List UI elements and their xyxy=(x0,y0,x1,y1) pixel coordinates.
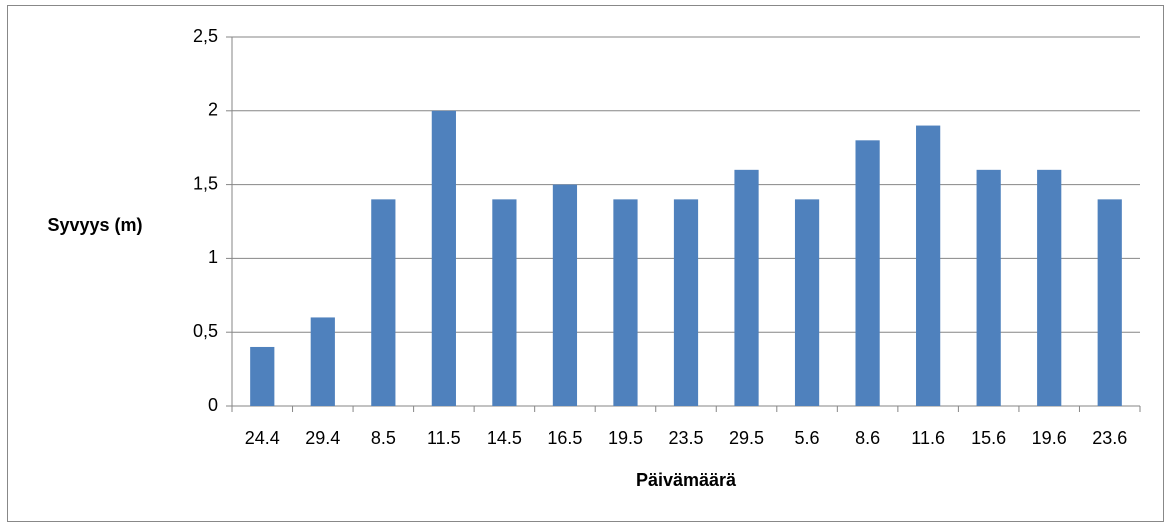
chart-border xyxy=(7,5,1164,522)
x-tick-label: 16.5 xyxy=(547,428,582,448)
y-axis-title: Syvyys (m) xyxy=(47,215,142,235)
x-tick-label: 14.5 xyxy=(487,428,522,448)
bar xyxy=(1037,169,1062,406)
y-tick-label: 0,5 xyxy=(193,321,218,341)
x-tick-label: 8.6 xyxy=(855,428,880,448)
bar xyxy=(310,317,335,406)
y-tick-label: 2,5 xyxy=(193,26,218,46)
bar xyxy=(855,140,880,406)
bar xyxy=(1097,199,1122,406)
x-tick-label: 23.6 xyxy=(1092,428,1127,448)
y-tick-label: 1 xyxy=(208,247,218,267)
bar xyxy=(916,125,941,406)
bar xyxy=(371,199,396,406)
bar xyxy=(734,169,759,406)
x-tick-label: 29.4 xyxy=(305,428,340,448)
x-tick-label: 23.5 xyxy=(668,428,703,448)
x-tick-label: 11.6 xyxy=(911,428,945,448)
bar xyxy=(976,169,1001,406)
x-tick-label: 15.6 xyxy=(971,428,1006,448)
bar xyxy=(552,184,578,406)
bar xyxy=(250,346,275,406)
bar xyxy=(613,199,638,406)
y-tick-label: 1,5 xyxy=(193,173,218,193)
x-tick-label: 29.5 xyxy=(729,428,764,448)
bar xyxy=(673,199,699,406)
x-tick-label: 8.5 xyxy=(371,428,396,448)
x-tick-label: 11.5 xyxy=(427,428,461,448)
x-axis-title: Päivämäärä xyxy=(636,470,737,490)
y-tick-label: 0 xyxy=(208,395,218,415)
bar xyxy=(794,199,820,406)
x-tick-label: 19.5 xyxy=(608,428,643,448)
x-tick-label: 19.6 xyxy=(1032,428,1067,448)
x-tick-label: 24.4 xyxy=(245,428,280,448)
bar xyxy=(431,110,456,407)
y-tick-label: 2 xyxy=(208,100,218,120)
bar xyxy=(492,199,517,406)
x-tick-label: 5.6 xyxy=(795,428,820,448)
